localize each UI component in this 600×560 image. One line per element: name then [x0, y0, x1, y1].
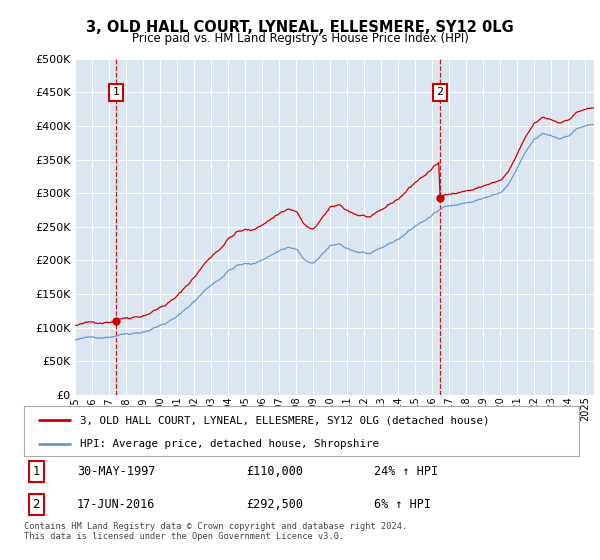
- Text: £292,500: £292,500: [246, 498, 303, 511]
- Text: 30-MAY-1997: 30-MAY-1997: [77, 465, 155, 478]
- Text: 3, OLD HALL COURT, LYNEAL, ELLESMERE, SY12 0LG (detached house): 3, OLD HALL COURT, LYNEAL, ELLESMERE, SY…: [79, 415, 489, 425]
- Text: 17-JUN-2016: 17-JUN-2016: [77, 498, 155, 511]
- Text: 2: 2: [32, 498, 40, 511]
- Text: £110,000: £110,000: [246, 465, 303, 478]
- Text: 2: 2: [436, 87, 443, 97]
- Text: Price paid vs. HM Land Registry's House Price Index (HPI): Price paid vs. HM Land Registry's House …: [131, 32, 469, 45]
- Text: 3, OLD HALL COURT, LYNEAL, ELLESMERE, SY12 0LG: 3, OLD HALL COURT, LYNEAL, ELLESMERE, SY…: [86, 20, 514, 35]
- Text: 24% ↑ HPI: 24% ↑ HPI: [374, 465, 438, 478]
- Text: Contains HM Land Registry data © Crown copyright and database right 2024.
This d: Contains HM Land Registry data © Crown c…: [24, 522, 407, 542]
- Text: HPI: Average price, detached house, Shropshire: HPI: Average price, detached house, Shro…: [79, 439, 379, 449]
- Text: 1: 1: [32, 465, 40, 478]
- Text: 1: 1: [113, 87, 119, 97]
- Text: 6% ↑ HPI: 6% ↑ HPI: [374, 498, 431, 511]
